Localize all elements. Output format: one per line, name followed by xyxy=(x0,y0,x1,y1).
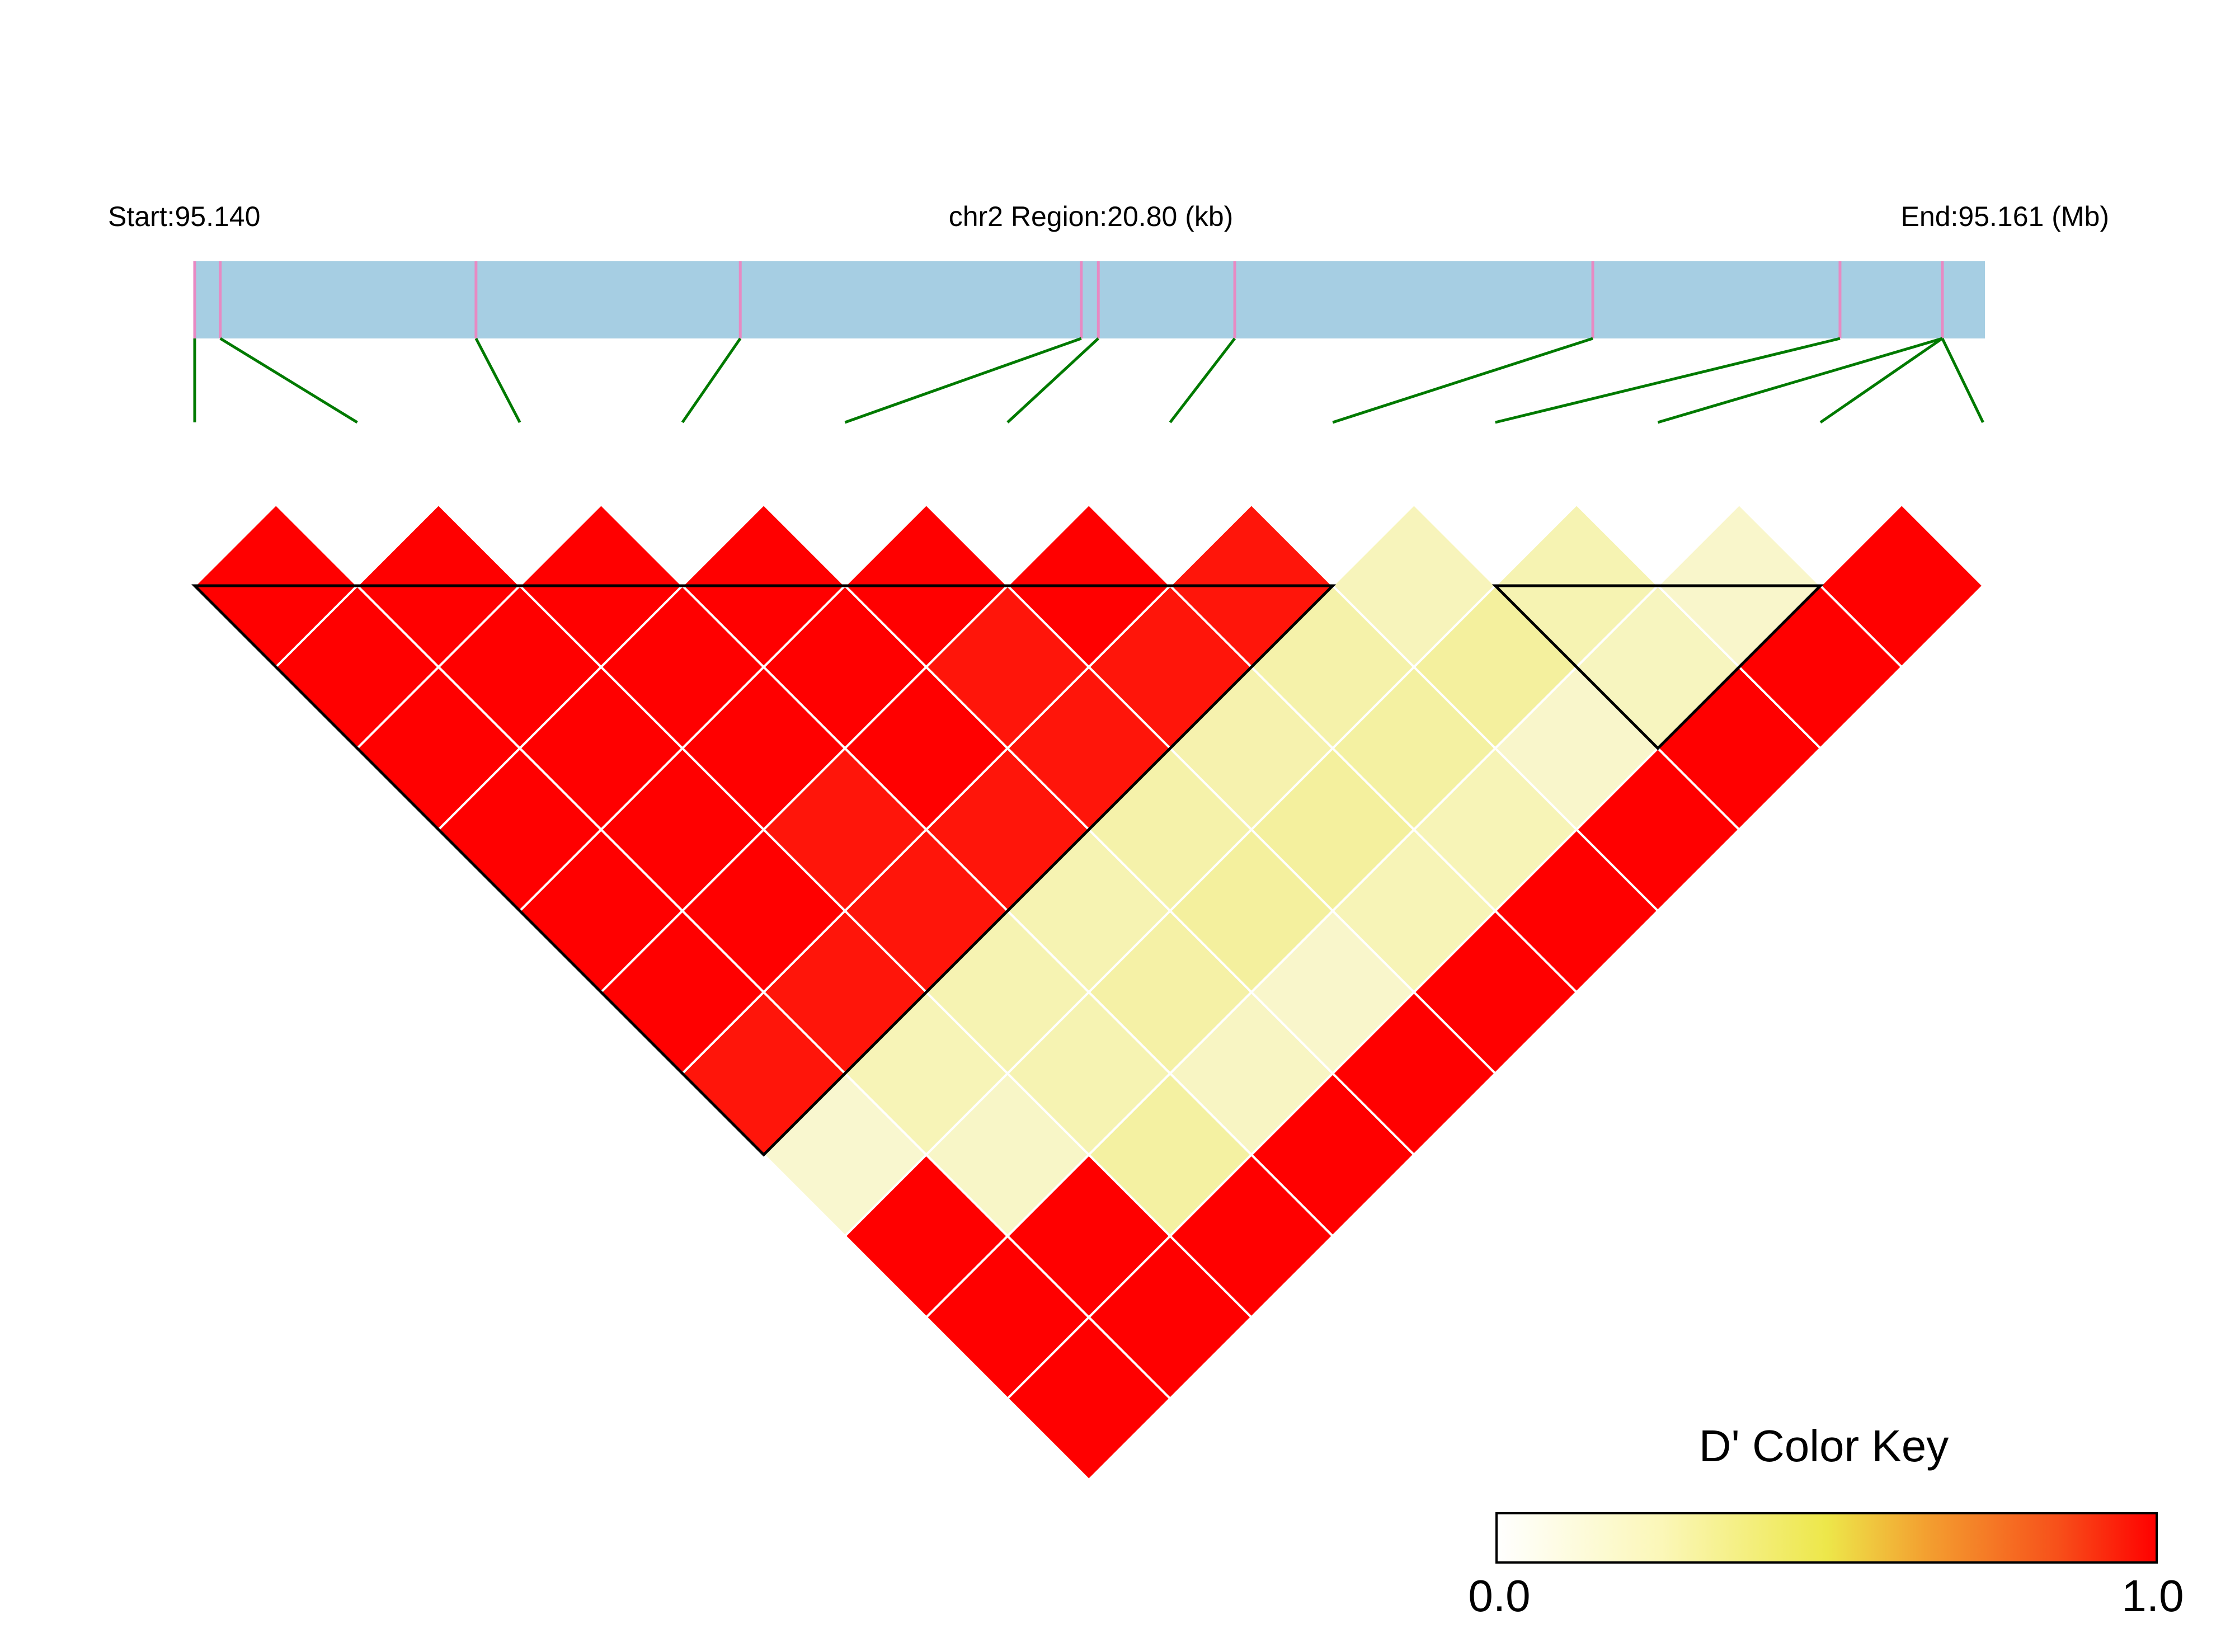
snp-connector xyxy=(1006,337,1099,423)
snp-connector xyxy=(1819,337,1944,424)
snp-connector xyxy=(1495,337,1841,424)
color-key-bar xyxy=(1495,1512,2158,1564)
snp-connector-group xyxy=(193,337,1984,424)
ld-cell xyxy=(1819,502,1985,669)
snp-connector xyxy=(1941,337,1984,423)
ld-cell-group xyxy=(193,502,1985,1482)
ld-block-outline-group xyxy=(191,584,1824,1157)
color-key-max-label: 1.0 xyxy=(2121,1571,2184,1621)
snp-connector xyxy=(1169,337,1236,423)
end-label: End:95.161 (Mb) xyxy=(1901,201,2109,232)
snp-connector xyxy=(681,337,742,423)
color-key-min-label: 0.0 xyxy=(1468,1571,1530,1621)
snp-connector xyxy=(844,337,1082,424)
snp-connector xyxy=(219,337,358,424)
snp-connector xyxy=(1332,337,1593,424)
start-label: Start:95.140 xyxy=(108,201,260,232)
ld-block-outline xyxy=(1491,584,1824,751)
snp-connector xyxy=(1657,337,1943,424)
ld-block-outline xyxy=(191,584,1337,1157)
region-bar xyxy=(195,261,1985,338)
region-label: chr2 Region:20.80 (kb) xyxy=(949,201,1234,232)
color-key-title: D' Color Key xyxy=(1699,1421,1949,1471)
snp-connector xyxy=(474,337,521,423)
snp-tick-group xyxy=(193,261,1944,338)
